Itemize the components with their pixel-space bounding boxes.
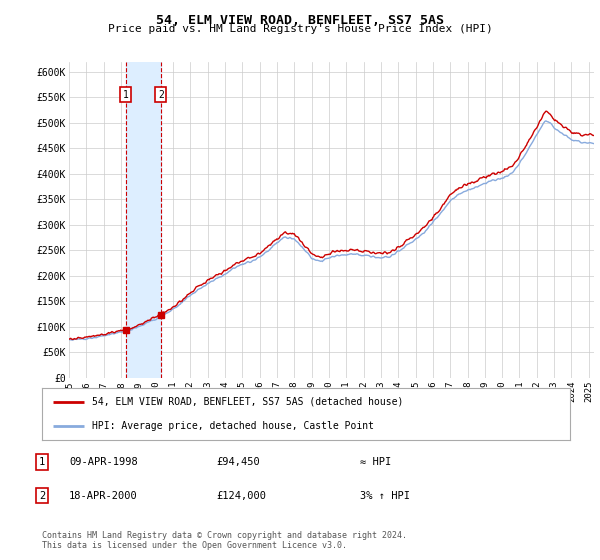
Text: HPI: Average price, detached house, Castle Point: HPI: Average price, detached house, Cast… (92, 421, 374, 431)
Text: £94,450: £94,450 (216, 457, 260, 467)
Text: 1: 1 (39, 457, 45, 467)
Text: Price paid vs. HM Land Registry's House Price Index (HPI): Price paid vs. HM Land Registry's House … (107, 24, 493, 34)
Text: 2: 2 (158, 90, 164, 100)
Text: 54, ELM VIEW ROAD, BENFLEET, SS7 5AS: 54, ELM VIEW ROAD, BENFLEET, SS7 5AS (156, 14, 444, 27)
Text: 54, ELM VIEW ROAD, BENFLEET, SS7 5AS (detached house): 54, ELM VIEW ROAD, BENFLEET, SS7 5AS (de… (92, 397, 404, 407)
Text: 18-APR-2000: 18-APR-2000 (69, 491, 138, 501)
Bar (125, 62, 161, 378)
Text: £124,000: £124,000 (216, 491, 266, 501)
Text: 1: 1 (123, 90, 128, 100)
Text: 2: 2 (39, 491, 45, 501)
Text: 3% ↑ HPI: 3% ↑ HPI (360, 491, 410, 501)
Text: 09-APR-1998: 09-APR-1998 (69, 457, 138, 467)
Text: ≈ HPI: ≈ HPI (360, 457, 391, 467)
Text: Contains HM Land Registry data © Crown copyright and database right 2024.
This d: Contains HM Land Registry data © Crown c… (42, 531, 407, 550)
